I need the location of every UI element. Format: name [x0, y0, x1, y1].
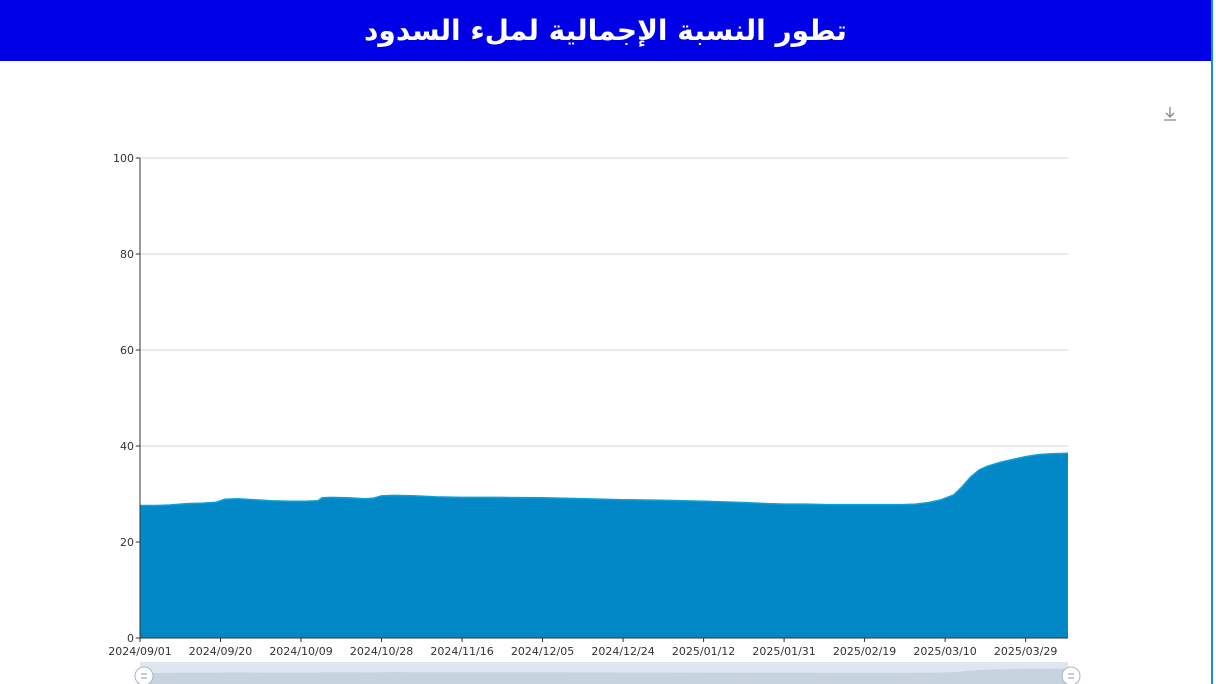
y-axis-ticks: 0 20 40 60 80 100	[113, 152, 140, 645]
x-tick-label: 2024/10/28	[350, 645, 413, 658]
y-tick-label: 80	[120, 248, 134, 261]
y-tick-label: 20	[120, 536, 134, 549]
x-tick-label: 2025/03/10	[913, 645, 976, 658]
zoom-slider-preview	[140, 668, 1068, 684]
x-tick-label: 2024/12/05	[511, 645, 574, 658]
x-tick-label: 2025/02/19	[833, 645, 896, 658]
header-bar: تطور النسبة الإجمالية لملء السدود	[0, 0, 1211, 61]
x-tick-label: 2024/12/24	[591, 645, 654, 658]
download-icon[interactable]	[1160, 104, 1180, 124]
x-tick-label: 2025/01/31	[752, 645, 815, 658]
y-tick-label: 60	[120, 344, 134, 357]
grid-lines	[140, 157, 1068, 543]
y-tick-label: 100	[113, 152, 134, 165]
zoom-slider[interactable]	[134, 662, 1081, 684]
area-series	[140, 452, 1069, 638]
x-tick-label: 2025/03/29	[994, 645, 1057, 658]
y-tick-label: 0	[127, 632, 134, 645]
x-tick-label: 2024/09/20	[189, 645, 252, 658]
y-tick-label: 40	[120, 440, 134, 453]
x-axis-ticks: 2024/09/01 2024/09/20 2024/10/09 2024/10/28…	[108, 638, 1057, 658]
zoom-handle-left[interactable]	[134, 666, 154, 684]
area-line	[140, 452, 1069, 507]
zoom-handle-right[interactable]	[1061, 666, 1081, 684]
x-tick-label: 2024/11/16	[430, 645, 493, 658]
area-fill	[140, 453, 1068, 638]
x-tick-label: 2024/09/01	[108, 645, 171, 658]
x-tick-label: 2024/10/09	[269, 645, 332, 658]
axes	[139, 158, 1068, 639]
panel-border	[1211, 0, 1213, 684]
page-title: تطور النسبة الإجمالية لملء السدود	[364, 14, 847, 47]
x-tick-label: 2025/01/12	[672, 645, 735, 658]
